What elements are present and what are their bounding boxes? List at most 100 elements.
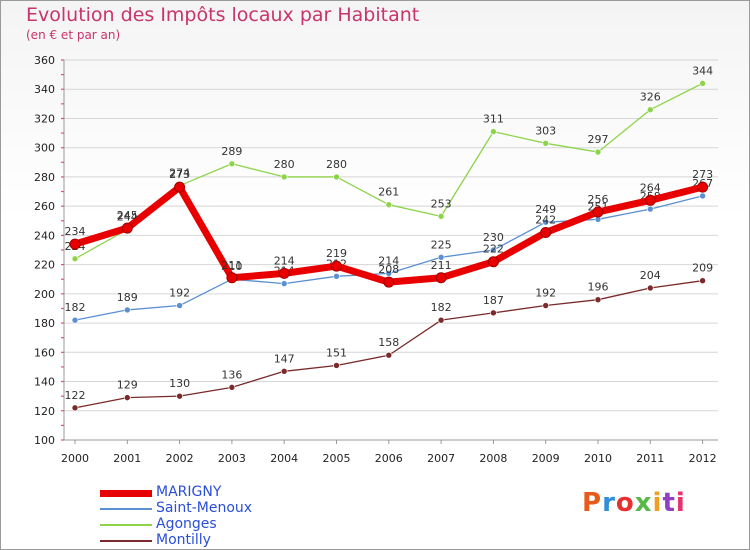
data-label-marigny-2008: 222 — [483, 243, 504, 256]
x-tick-label-2001: 2001 — [113, 452, 141, 465]
data-label-saint-menoux-2001: 189 — [117, 291, 138, 304]
data-point-saint-menoux-2011 — [646, 205, 654, 213]
data-point-agonges-2010 — [594, 148, 602, 156]
data-point-marigny-2012 — [697, 181, 709, 193]
data-label-agonges-2005: 280 — [326, 158, 347, 171]
data-point-agonges-2007 — [437, 213, 445, 220]
legend-swatch-marigny — [100, 489, 152, 497]
y-tick-label-180: 180 — [34, 317, 55, 330]
legend-swatch-agonges — [100, 524, 152, 526]
data-label-marigny-2006: 208 — [378, 263, 399, 276]
logo-letter: P — [582, 488, 603, 518]
data-label-marigny-2005: 219 — [326, 247, 347, 260]
data-point-saint-menoux-2006 — [385, 270, 393, 277]
data-label-marigny-2002: 273 — [169, 168, 190, 181]
logo-letter: i — [652, 488, 663, 518]
data-point-marigny-2002 — [174, 181, 186, 193]
logo-letter: r — [602, 488, 616, 518]
data-label-montilly-2002: 130 — [169, 377, 190, 390]
data-point-marigny-2008 — [487, 256, 499, 268]
x-tick-label-2007: 2007 — [427, 452, 455, 465]
y-tick-label-320: 320 — [34, 112, 55, 125]
proxiti-logo: Proxiti — [582, 488, 686, 518]
data-label-marigny-2007: 211 — [431, 259, 452, 272]
data-label-saint-menoux-2007: 225 — [431, 238, 452, 251]
data-point-montilly-2008 — [490, 309, 497, 317]
x-tick-label-2002: 2002 — [166, 452, 194, 465]
y-tick-label-300: 300 — [34, 142, 55, 155]
data-label-montilly-2010: 196 — [588, 281, 609, 294]
legend-label-marigny: MARIGNY — [156, 484, 222, 500]
data-point-montilly-2002 — [176, 392, 183, 400]
data-label-agonges-2003: 289 — [221, 145, 242, 158]
data-point-montilly-2012 — [699, 277, 706, 284]
data-label-marigny-2004: 214 — [274, 254, 295, 267]
data-point-montilly-2004 — [280, 368, 288, 375]
y-tick-label-100: 100 — [34, 434, 55, 447]
data-point-agonges-2003 — [228, 160, 236, 168]
data-point-marigny-2001 — [121, 222, 133, 234]
data-point-agonges-2000 — [71, 255, 79, 263]
data-label-marigny-2001: 245 — [117, 209, 138, 222]
y-tick-label-200: 200 — [34, 288, 55, 301]
data-point-marigny-2011 — [644, 194, 656, 206]
x-tick-label-2003: 2003 — [218, 452, 246, 465]
data-point-agonges-2006 — [385, 201, 393, 208]
data-label-agonges-2004: 280 — [274, 158, 295, 171]
x-tick-label-2012: 2012 — [689, 452, 717, 465]
data-point-marigny-2005 — [331, 260, 342, 272]
x-tick-label-2009: 2009 — [532, 452, 560, 465]
data-label-agonges-2012: 344 — [692, 64, 713, 77]
data-label-agonges-2008: 311 — [483, 113, 504, 126]
data-label-marigny-2012: 273 — [692, 168, 713, 181]
data-label-marigny-2000: 234 — [65, 225, 86, 238]
data-label-montilly-2006: 158 — [378, 336, 399, 349]
data-point-montilly-2003 — [228, 384, 236, 391]
data-point-marigny-2007 — [435, 272, 447, 284]
data-point-saint-menoux-2008 — [490, 246, 497, 254]
data-point-marigny-2006 — [383, 276, 395, 288]
data-label-agonges-2010: 297 — [588, 133, 609, 146]
data-label-marigny-2003: 211 — [221, 259, 242, 272]
data-label-saint-menoux-2008: 230 — [483, 231, 504, 244]
data-point-montilly-2000 — [71, 404, 79, 412]
data-point-agonges-2005 — [333, 173, 340, 181]
data-label-marigny-2009: 242 — [535, 213, 556, 226]
x-tick-label-2011: 2011 — [636, 452, 664, 465]
x-tick-label-2010: 2010 — [584, 452, 612, 465]
data-point-saint-menoux-2007 — [437, 254, 445, 261]
x-tick-label-2004: 2004 — [270, 452, 298, 465]
data-label-saint-menoux-2009: 249 — [535, 203, 556, 216]
data-label-agonges-2006: 261 — [378, 186, 399, 199]
chart-title: Evolution des Impôts locaux par Habitant — [26, 4, 420, 26]
y-tick-label-120: 120 — [34, 405, 55, 418]
data-label-saint-menoux-2006: 214 — [378, 254, 399, 267]
logo-letter: i — [675, 488, 686, 518]
data-label-montilly-2012: 209 — [692, 262, 713, 275]
data-point-montilly-2010 — [594, 296, 602, 303]
chart-subtitle: (en € et par an) — [26, 28, 121, 42]
data-point-montilly-2009 — [542, 302, 550, 309]
data-point-marigny-2004 — [278, 267, 290, 279]
data-point-marigny-2010 — [592, 206, 604, 218]
data-label-montilly-2007: 182 — [431, 301, 452, 314]
data-label-agonges-2007: 253 — [431, 197, 452, 210]
data-label-agonges-2002: 274 — [169, 167, 190, 180]
data-label-montilly-2003: 136 — [221, 368, 242, 381]
data-label-montilly-2008: 187 — [483, 294, 504, 307]
legend-label-saint-menoux: Saint-Menoux — [156, 500, 253, 516]
data-point-marigny-2003 — [226, 272, 238, 284]
logo-letter: o — [615, 488, 635, 518]
y-tick-label-160: 160 — [34, 346, 55, 359]
data-point-agonges-2004 — [280, 173, 288, 181]
x-tick-label-2005: 2005 — [323, 452, 351, 465]
data-label-montilly-2011: 204 — [640, 269, 661, 282]
x-tick-label-2000: 2000 — [61, 452, 89, 465]
data-point-montilly-2011 — [646, 284, 654, 292]
data-label-montilly-2005: 151 — [326, 346, 347, 359]
legend-label-montilly: Montilly — [156, 532, 211, 548]
data-point-saint-menoux-2009 — [542, 218, 550, 226]
data-label-marigny-2010: 256 — [588, 193, 609, 206]
data-point-saint-menoux-2002 — [176, 302, 183, 309]
